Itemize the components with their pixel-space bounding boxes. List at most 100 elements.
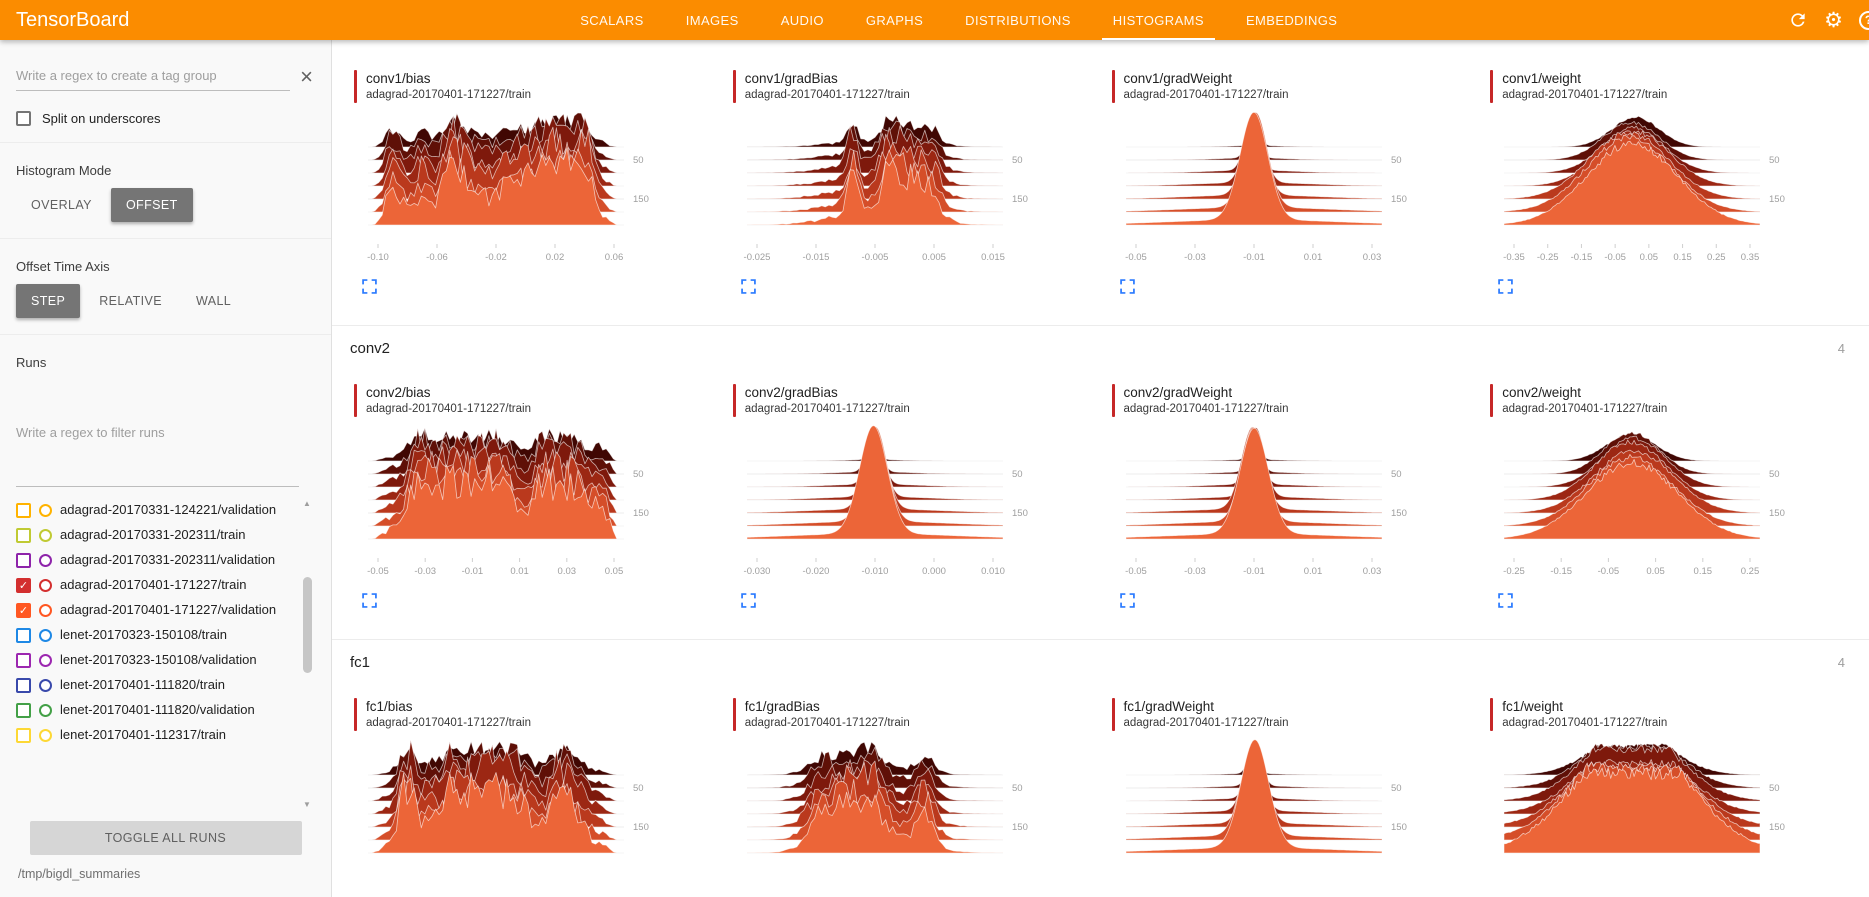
- run-color-bar: [732, 384, 736, 417]
- wall-button[interactable]: WALL: [181, 284, 246, 318]
- histogram-chart: 50 150 -0.025 -0.015 -0.005 0.005 0.015: [743, 115, 1028, 263]
- svg-text:0.05: 0.05: [1640, 252, 1659, 263]
- run-color-circle-icon[interactable]: [39, 529, 52, 542]
- run-color-circle-icon[interactable]: [39, 729, 52, 742]
- tab-images[interactable]: IMAGES: [685, 12, 739, 28]
- svg-text:-0.025: -0.025: [743, 252, 770, 263]
- histogram-card: conv2/gradBias adagrad-20170401-171227/tr…: [723, 374, 1102, 617]
- settings-gear-icon[interactable]: ⚙: [1824, 8, 1843, 32]
- section-header-conv2[interactable]: conv2 4: [332, 325, 1869, 370]
- card-run-name: adagrad-20170401-171227/train: [744, 89, 910, 101]
- runs-list-wrap: adagrad-20170331-124221/validation adagra…: [16, 497, 315, 811]
- run-checkbox-icon[interactable]: [16, 553, 31, 568]
- run-color-circle-icon[interactable]: [39, 504, 52, 517]
- run-checkbox-icon[interactable]: ✓: [16, 603, 31, 618]
- expand-card-icon[interactable]: [1498, 593, 1514, 608]
- tag-filter-input[interactable]: [16, 62, 291, 91]
- step-button[interactable]: STEP: [16, 284, 81, 318]
- histogram-card: conv1/bias adagrad-20170401-171227/train 5…: [344, 60, 723, 303]
- run-checkbox-icon[interactable]: [16, 653, 31, 668]
- run-item[interactable]: lenet-20170323-150108/validation: [16, 647, 295, 672]
- run-color-bar: [1490, 70, 1494, 103]
- run-color-circle-icon[interactable]: [39, 704, 52, 717]
- expand-card-icon[interactable]: [740, 279, 756, 294]
- run-item[interactable]: adagrad-20170331-202311/validation: [16, 547, 295, 572]
- card-header: fc1/gradWeight adagrad-20170401-171227/tr…: [1111, 698, 1477, 731]
- run-checkbox-icon[interactable]: ✓: [16, 578, 31, 593]
- runs-filter-input[interactable]: [16, 380, 299, 487]
- run-checkbox-icon[interactable]: [16, 628, 31, 643]
- run-item[interactable]: lenet-20170401-112317/train: [16, 722, 295, 747]
- offset-axis-buttons: STEP RELATIVE WALL: [16, 284, 315, 318]
- checkbox-label: Split on underscores: [42, 111, 161, 126]
- expand-card-icon[interactable]: [1119, 593, 1135, 608]
- tab-graphs[interactable]: GRAPHS: [865, 12, 924, 28]
- histogram-card: conv1/gradWeight adagrad-20170401-171227/…: [1102, 60, 1481, 303]
- checkbox-icon[interactable]: [16, 111, 31, 126]
- run-color-circle-icon[interactable]: [39, 604, 52, 617]
- run-item[interactable]: lenet-20170401-111820/train: [16, 672, 295, 697]
- card-run-name: adagrad-20170401-171227/train: [1502, 717, 1668, 729]
- scrollbar-thumb[interactable]: [303, 577, 312, 673]
- run-color-bar: [354, 384, 357, 417]
- expand-card-icon[interactable]: [1119, 279, 1135, 294]
- overlay-button[interactable]: OVERLAY: [16, 188, 107, 222]
- expand-card-icon[interactable]: [740, 593, 756, 608]
- card-header: conv1/weight adagrad-20170401-171227/trai…: [1490, 70, 1855, 103]
- refresh-icon[interactable]: [1788, 10, 1808, 30]
- run-item[interactable]: adagrad-20170331-124221/validation: [16, 497, 295, 522]
- run-color-circle-icon[interactable]: [39, 679, 52, 692]
- run-label: lenet-20170401-111820/validation: [60, 702, 255, 717]
- run-label: lenet-20170401-111820/train: [60, 677, 226, 692]
- section-header-fc1[interactable]: fc1 4: [332, 639, 1869, 684]
- histogram-mode-section: Histogram Mode OVERLAY OFFSET: [0, 143, 331, 239]
- run-checkbox-icon[interactable]: [16, 728, 31, 743]
- run-checkbox-icon[interactable]: [16, 678, 31, 693]
- run-color-bar: [1111, 384, 1115, 417]
- card-run-name: adagrad-20170401-171227/train: [744, 717, 910, 729]
- svg-text:150: 150: [633, 822, 649, 833]
- toggle-all-runs-button[interactable]: TOGGLE ALL RUNS: [29, 821, 302, 855]
- run-color-circle-icon[interactable]: [39, 629, 52, 642]
- card-title: conv2/weight: [1502, 385, 1582, 400]
- close-icon[interactable]: ×: [300, 63, 313, 89]
- section-cards-fc1: fc1/bias adagrad-20170401-171227/train 50 1…: [332, 684, 1869, 897]
- tab-audio[interactable]: AUDIO: [780, 12, 824, 28]
- run-item[interactable]: lenet-20170401-111820/validation: [16, 697, 295, 722]
- histogram-chart: 50 150 -0.030 -0.020 -0.010 0.000 0.010: [743, 425, 1028, 577]
- expand-card-icon[interactable]: [362, 593, 377, 608]
- expand-card-icon[interactable]: [362, 279, 377, 294]
- svg-text:50: 50: [1769, 469, 1780, 480]
- run-color-circle-icon[interactable]: [39, 654, 52, 667]
- run-color-circle-icon[interactable]: [39, 579, 52, 592]
- tab-embeddings[interactable]: EMBEDDINGS: [1245, 12, 1338, 28]
- tab-distributions[interactable]: DISTRIBUTIONS: [965, 12, 1071, 28]
- histogram-card: conv1/weight adagrad-20170401-171227/trai…: [1480, 60, 1859, 303]
- split-underscores-checkbox[interactable]: Split on underscores: [16, 111, 315, 126]
- expand-card-icon[interactable]: [1498, 279, 1514, 294]
- runs-list: adagrad-20170331-124221/validation adagra…: [16, 497, 295, 747]
- offset-button[interactable]: OFFSET: [110, 188, 193, 222]
- help-icon[interactable]: ?: [1859, 10, 1869, 30]
- runs-scrollbar[interactable]: ▲ ▼: [299, 497, 315, 811]
- run-color-bar: [1111, 70, 1115, 103]
- relative-button[interactable]: RELATIVE: [84, 284, 177, 318]
- run-item[interactable]: lenet-20170323-150108/train: [16, 622, 295, 647]
- scroll-up-icon[interactable]: ▲: [303, 499, 311, 508]
- histogram-card: conv1/gradBias adagrad-20170401-171227/tr…: [723, 60, 1102, 303]
- run-checkbox-icon[interactable]: [16, 528, 31, 543]
- tab-histograms[interactable]: HISTOGRAMS: [1092, 0, 1225, 40]
- svg-text:0.010: 0.010: [981, 566, 1005, 577]
- run-item[interactable]: ✓ adagrad-20170401-171227/validation: [16, 597, 295, 622]
- svg-text:-0.05: -0.05: [367, 566, 389, 577]
- run-color-circle-icon[interactable]: [39, 554, 52, 567]
- run-item[interactable]: adagrad-20170331-202311/train: [16, 522, 295, 547]
- scroll-down-icon[interactable]: ▼: [303, 800, 311, 809]
- tab-scalars[interactable]: SCALARS: [580, 12, 644, 28]
- run-item[interactable]: ✓ adagrad-20170401-171227/train: [16, 572, 295, 597]
- card-header: conv1/gradWeight adagrad-20170401-171227/…: [1111, 70, 1477, 103]
- section-cards-conv2: conv2/bias adagrad-20170401-171227/train 5…: [332, 370, 1869, 639]
- run-label: adagrad-20170331-124221/validation: [60, 502, 277, 517]
- run-checkbox-icon[interactable]: [16, 503, 31, 518]
- run-checkbox-icon[interactable]: [16, 703, 31, 718]
